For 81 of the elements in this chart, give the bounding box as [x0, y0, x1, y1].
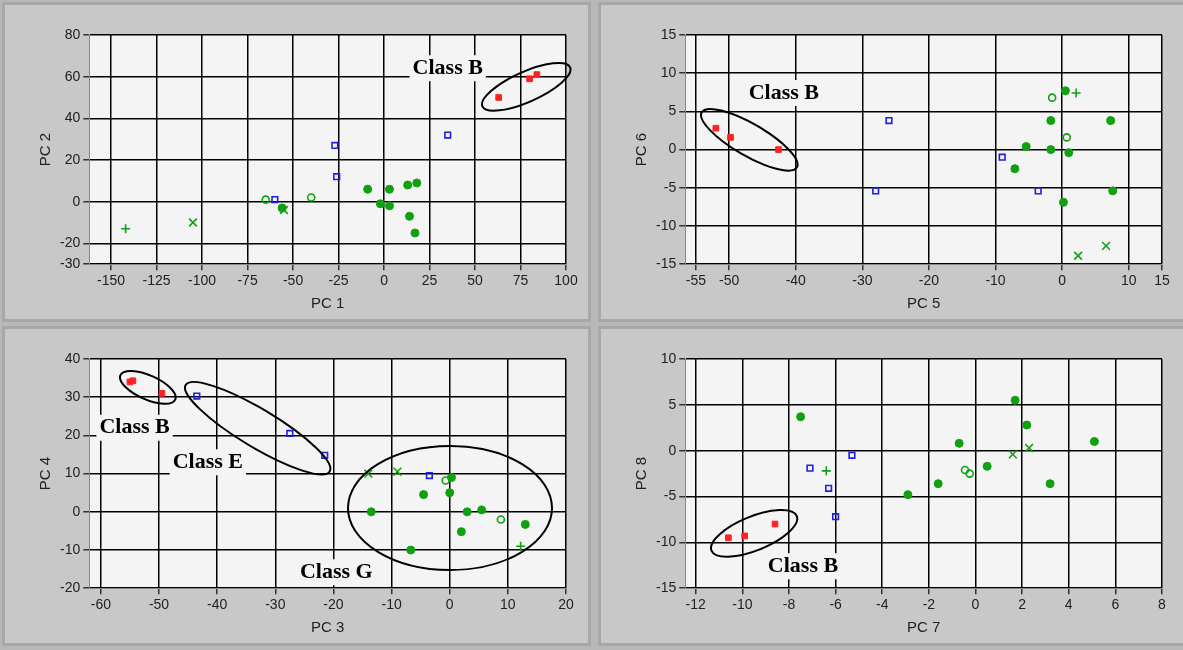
x-tick-label: -2	[922, 596, 936, 613]
y-tick-label: -10	[656, 533, 677, 550]
x-tick-label: -55	[685, 272, 707, 289]
x-tick-label: -60	[90, 596, 112, 613]
x-tick-label: -20	[918, 272, 940, 289]
x-tick-label: -30	[852, 272, 873, 289]
x-tick-label: 6	[1111, 596, 1120, 613]
y-tick-label: 40	[64, 109, 81, 126]
x-tick-label: 4	[1064, 596, 1073, 613]
x-tick-label: -8	[782, 596, 796, 613]
y-tick-label: 15	[660, 25, 677, 42]
x-tick-label: -6	[829, 596, 843, 613]
y-tick-label: -10	[656, 216, 677, 233]
y-tick-label: -5	[663, 487, 677, 504]
y-tick-label: -20	[60, 579, 81, 596]
x-tick-label: 0	[445, 596, 454, 613]
y-tick-label: 0	[668, 140, 677, 157]
x-tick-label: 2	[1018, 596, 1027, 613]
x-axis-title: PC 3	[310, 618, 345, 636]
y-tick-label: -30	[60, 255, 81, 272]
y-tick-label: 80	[64, 25, 81, 42]
x-tick-label: -10	[985, 272, 1006, 289]
x-tick-label: -10	[732, 596, 753, 613]
annotation: Class B	[748, 78, 820, 104]
y-tick-label: 0	[72, 502, 81, 519]
annotation: Class B	[99, 413, 171, 439]
y-tick-label: -10	[60, 540, 81, 557]
y-tick-label: 20	[64, 426, 81, 443]
x-tick-label: -50	[148, 596, 170, 613]
x-tick-label: 0	[380, 272, 389, 289]
y-axis-title: PC 6	[632, 132, 650, 167]
x-tick-label: -25	[328, 272, 349, 289]
annotation: Class E	[172, 447, 243, 473]
x-tick-label: 0	[1058, 272, 1067, 289]
y-tick-label: 0	[668, 441, 677, 458]
x-tick-label: -12	[685, 596, 707, 613]
x-axis-title: PC 5	[906, 294, 941, 312]
y-tick-label: 10	[64, 464, 81, 481]
x-tick-label: -30	[265, 596, 286, 613]
annotation: Class B	[412, 54, 484, 80]
x-tick-label: -4	[876, 596, 889, 613]
y-tick-label: 40	[64, 349, 81, 366]
y-tick-label: 60	[64, 67, 81, 84]
y-tick-label: -15	[656, 255, 677, 272]
x-tick-label: 8	[1158, 596, 1167, 613]
x-tick-label: 25	[421, 272, 438, 289]
y-tick-label: 0	[72, 192, 81, 209]
annotation: Class B	[767, 551, 839, 577]
y-tick-label: 5	[668, 102, 677, 119]
y-tick-label: 30	[64, 388, 81, 405]
x-axis-title: PC 1	[310, 294, 345, 312]
x-tick-label: -100	[188, 272, 217, 289]
x-tick-label: -40	[785, 272, 807, 289]
y-axis-title: PC 8	[632, 456, 650, 491]
x-tick-label: -50	[719, 272, 740, 289]
x-axis-title: PC 7	[906, 618, 941, 636]
x-tick-label: -75	[237, 272, 258, 289]
annotation: Class G	[299, 557, 373, 583]
y-tick-label: 20	[64, 150, 81, 167]
x-tick-label: 15	[1154, 272, 1170, 289]
y-tick-label: 10	[660, 64, 677, 81]
y-tick-label: 5	[668, 395, 677, 412]
x-tick-label: 0	[971, 596, 980, 613]
x-tick-label: -40	[207, 596, 228, 613]
y-axis-title: PC 2	[36, 132, 54, 167]
x-tick-label: -150	[97, 272, 126, 289]
y-tick-label: -20	[60, 234, 81, 251]
y-tick-label: 10	[660, 349, 677, 366]
x-tick-label: -20	[323, 596, 344, 613]
y-axis-title: PC 4	[36, 456, 54, 491]
x-tick-label: 20	[558, 596, 574, 613]
x-tick-label: -125	[142, 272, 171, 289]
x-tick-label: -10	[381, 596, 402, 613]
x-tick-label: -50	[282, 272, 304, 289]
x-tick-label: 50	[467, 272, 484, 289]
y-tick-label: -5	[663, 178, 677, 195]
x-tick-label: 75	[512, 272, 529, 289]
x-tick-label: 10	[500, 596, 516, 613]
x-tick-label: 100	[554, 272, 578, 289]
y-tick-label: -15	[656, 579, 677, 596]
x-tick-label: 10	[1120, 272, 1137, 289]
